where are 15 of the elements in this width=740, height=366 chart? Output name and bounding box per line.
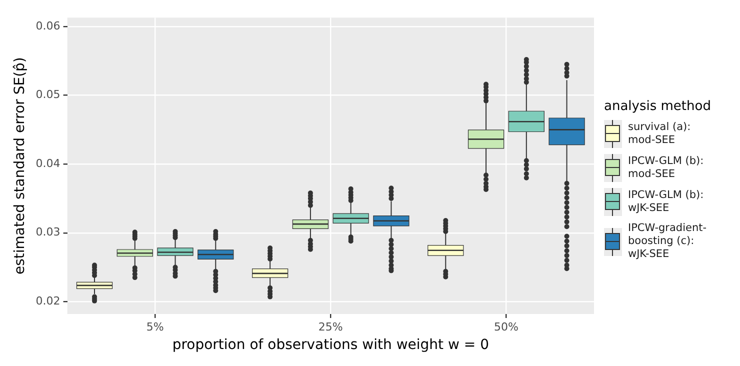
legend-label: IPCW-GLM (b): wJK-SEE — [628, 188, 705, 215]
y-tick-label: 0.03 — [36, 226, 60, 239]
legend-label: survival (a): mod-SEE — [628, 120, 692, 147]
legend-label: IPCW-GLM (b): mod-SEE — [628, 154, 705, 181]
legend-label: IPCW-gradient-boosting (c): wJK-SEE — [628, 222, 708, 262]
y-tick-label: 0.06 — [36, 19, 60, 32]
y-tick-label: 0.04 — [36, 156, 60, 170]
x-axis-title: proportion of observations with weight w = 0 — [172, 337, 489, 354]
y-tick-label: 0.02 — [36, 294, 60, 308]
x-tick-label: 50% — [494, 320, 518, 334]
x-tick-label: 5% — [146, 320, 164, 334]
legend-title: analysis method — [604, 98, 712, 114]
x-tick-label: 25% — [318, 320, 343, 334]
y-axis-title: estimated standard error SE(p̂) — [12, 57, 28, 274]
y-tick-label: 0.05 — [36, 88, 60, 102]
